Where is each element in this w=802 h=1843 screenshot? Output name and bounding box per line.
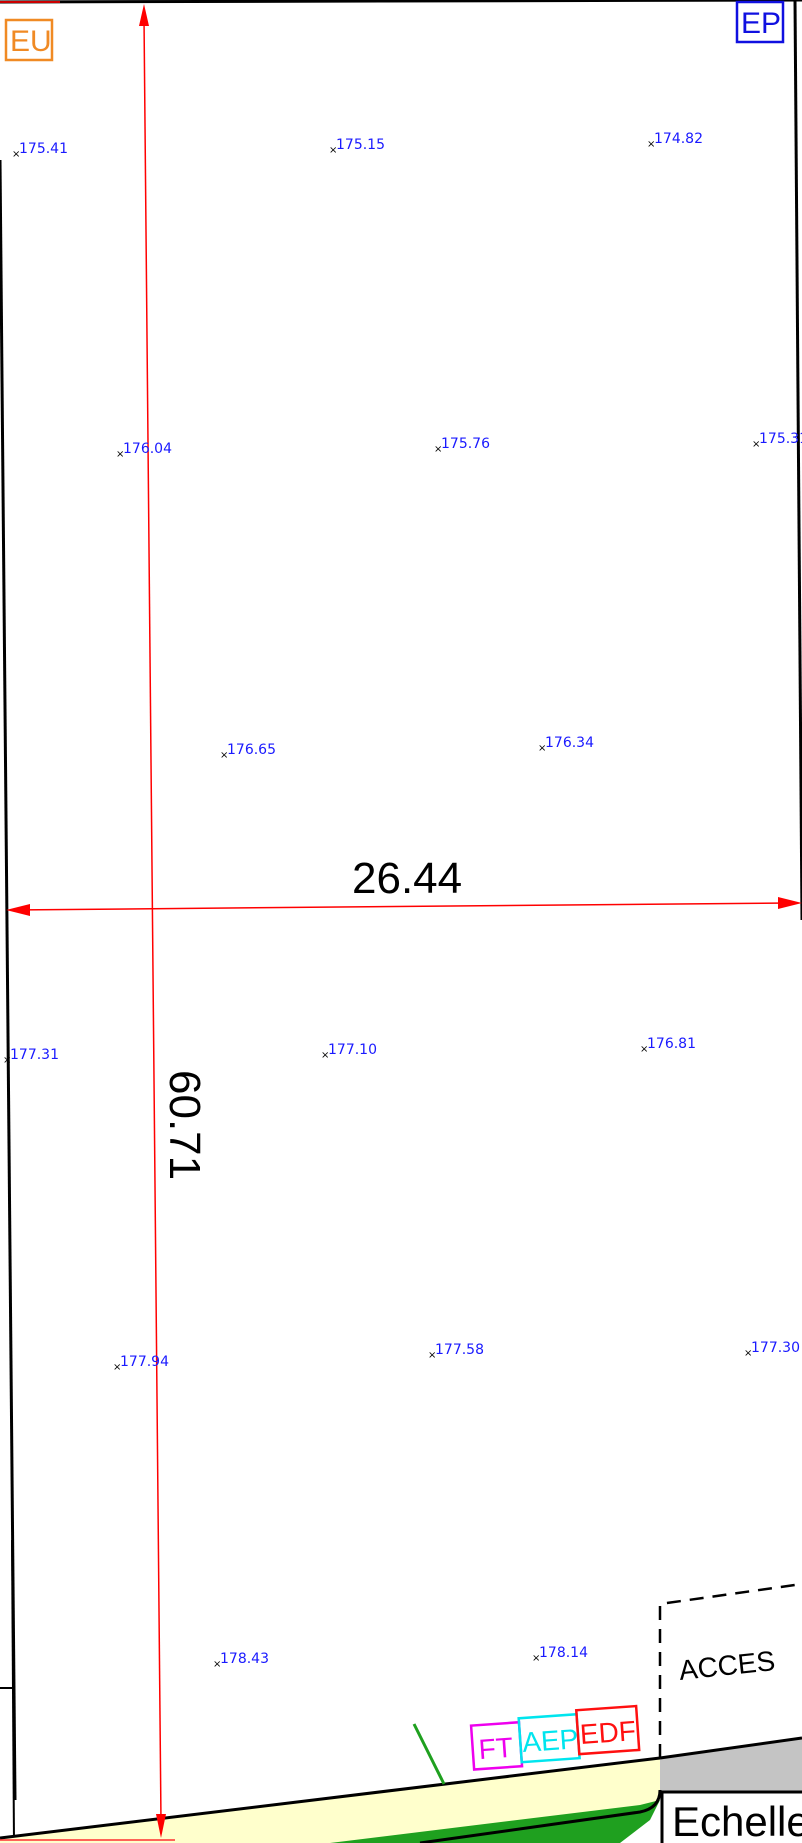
svg-text:×: × [3,1055,11,1066]
spot-level-value: 176.65 [227,742,276,758]
spot-level-value: 175.41 [19,141,68,157]
svg-text:×: × [434,444,442,455]
spot-level-value: 177.10 [328,1042,377,1058]
spot-level: ×176.81 [640,1036,696,1055]
spot-level-value: 174.82 [654,131,703,147]
eu-label: EU [10,25,52,58]
scale-label: Echelle [672,1798,802,1843]
svg-text:×: × [113,1362,121,1373]
spot-level-value: 178.43 [220,1651,269,1667]
edf-label: EDF [579,1715,637,1750]
width-dimension-label: 26.44 [352,854,462,903]
width-dimension: 26.44 [6,854,802,916]
ep-label: EP [741,7,781,40]
spot-level-value: 177.58 [435,1342,484,1358]
spot-level: ×176.65 [220,742,276,761]
svg-text:×: × [220,750,228,761]
spot-level: ×174.82 [647,131,703,150]
spot-level-value: 175.76 [441,436,490,452]
spot-level: ×176.04 [116,441,172,460]
height-dimension-label: 60.71 [160,1070,209,1180]
scale-box: Echelle [660,1790,802,1843]
green-connector-line [412,1723,446,1785]
svg-text:×: × [647,139,655,150]
svg-text:×: × [329,145,337,156]
eu-badge: EU [4,18,54,62]
aep-label: AEP [521,1723,579,1758]
ft-label: FT [478,1732,514,1765]
spot-level-value: 177.94 [120,1354,169,1370]
spot-level-value: 177.31 [10,1047,59,1063]
svg-text:×: × [321,1050,329,1061]
svg-text:×: × [532,1653,540,1664]
svg-text:×: × [752,439,760,450]
spot-level: ×175.76 [434,436,490,455]
svg-text:×: × [213,1659,221,1670]
spot-level-value: 175.31 [759,431,802,447]
spot-level-value: 178.14 [539,1645,588,1661]
spot-level: ×178.14 [532,1645,588,1664]
spot-levels: ×175.41 ×175.15 ×174.82 ×176.04 ×175.76 … [3,131,802,1670]
svg-text:×: × [12,149,20,160]
spot-level-value: 175.15 [336,137,385,153]
spot-level: ×176.34 [538,735,594,754]
spot-level: ×177.30 [744,1340,800,1359]
spot-level: ×175.15 [329,137,385,156]
ep-badge: EP [735,0,785,44]
spot-level: ×178.43 [213,1651,269,1670]
spot-level: ×177.10 [321,1042,377,1061]
spot-level-value: 176.34 [545,735,594,751]
spot-level-value: 176.81 [647,1036,696,1052]
svg-text:×: × [116,449,124,460]
svg-text:×: × [428,1350,436,1361]
network-boxes: FT AEP EDF [469,1704,641,1771]
spot-level: ×175.41 [12,141,68,160]
svg-text:×: × [640,1044,648,1055]
svg-text:×: × [538,743,546,754]
spot-level-value: 176.04 [123,441,172,457]
svg-text:×: × [744,1348,752,1359]
spot-level-value: 177.30 [751,1340,800,1356]
access-label: ACCES [677,1645,776,1686]
access-zone: ACCES [658,1582,802,1758]
height-dimension: 60.71 [139,4,209,1838]
spot-level: ×177.31 [3,1047,59,1066]
spot-level: ×177.58 [428,1342,484,1361]
spot-level: ×177.94 [113,1354,169,1373]
spot-level: ×175.31 [752,431,802,450]
road-strip [0,1736,802,1843]
